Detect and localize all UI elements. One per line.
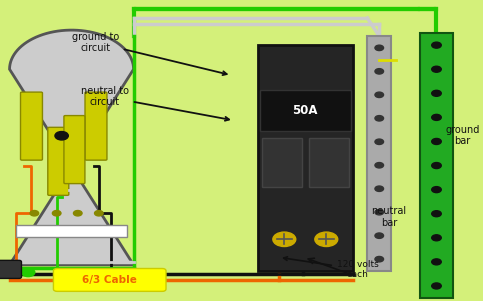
- Text: neutral
bar: neutral bar: [371, 206, 406, 228]
- Circle shape: [273, 232, 296, 247]
- FancyBboxPatch shape: [0, 260, 21, 278]
- Circle shape: [432, 283, 441, 289]
- Text: 120 volts
each: 120 volts each: [284, 257, 379, 279]
- Circle shape: [432, 138, 441, 144]
- Circle shape: [432, 259, 441, 265]
- Bar: [260, 90, 351, 131]
- Text: ground
bar: ground bar: [445, 125, 480, 146]
- Circle shape: [432, 211, 441, 217]
- Text: 50A: 50A: [293, 104, 318, 117]
- Circle shape: [375, 69, 384, 74]
- Circle shape: [432, 187, 441, 193]
- Circle shape: [375, 163, 384, 168]
- Circle shape: [375, 186, 384, 191]
- Circle shape: [375, 45, 384, 51]
- Circle shape: [375, 233, 384, 238]
- Text: neutral to
circuit: neutral to circuit: [81, 86, 229, 121]
- PathPatch shape: [10, 30, 134, 265]
- Text: 6/3 Cable: 6/3 Cable: [82, 275, 137, 285]
- Circle shape: [30, 210, 39, 216]
- FancyBboxPatch shape: [64, 116, 85, 184]
- Circle shape: [432, 42, 441, 48]
- Circle shape: [375, 209, 384, 215]
- Circle shape: [95, 210, 103, 216]
- Circle shape: [315, 232, 338, 247]
- Circle shape: [375, 139, 384, 144]
- Circle shape: [432, 90, 441, 96]
- Circle shape: [432, 235, 441, 241]
- Bar: [420, 33, 453, 298]
- Circle shape: [432, 66, 441, 72]
- Circle shape: [55, 132, 68, 140]
- FancyBboxPatch shape: [85, 92, 107, 160]
- Circle shape: [375, 116, 384, 121]
- Circle shape: [52, 210, 61, 216]
- Circle shape: [375, 92, 384, 98]
- Circle shape: [21, 268, 35, 277]
- Circle shape: [432, 114, 441, 120]
- Bar: [16, 225, 128, 237]
- Bar: [262, 138, 302, 187]
- Bar: [257, 45, 353, 271]
- FancyBboxPatch shape: [20, 92, 43, 160]
- Bar: [368, 36, 391, 271]
- FancyBboxPatch shape: [54, 268, 166, 291]
- Circle shape: [73, 210, 82, 216]
- Bar: [309, 138, 349, 187]
- Circle shape: [432, 163, 441, 169]
- Text: ground to
circuit: ground to circuit: [72, 32, 227, 75]
- FancyBboxPatch shape: [48, 127, 69, 195]
- Circle shape: [375, 256, 384, 262]
